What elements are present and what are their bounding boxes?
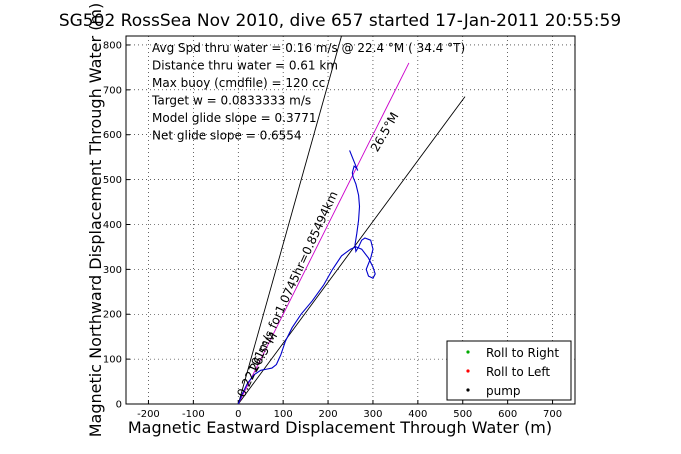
legend-marker: [466, 369, 470, 373]
series-line: [237, 150, 376, 404]
y-tick-label: 100: [103, 355, 122, 366]
axis-ticks: -200 -100 0 100 200 300 400 500 600 700 0 100 200 300…: [103, 40, 562, 420]
y-tick-label: 0: [116, 400, 122, 411]
x-tick-label: 200: [319, 409, 338, 420]
info-line: Max buoy (cmdfile) = 120 cc: [152, 76, 325, 90]
info-line: Model glide slope = 0.3771: [152, 111, 317, 125]
x-tick-label: 500: [453, 409, 472, 420]
series-line: [237, 36, 342, 404]
y-tick-label: 300: [103, 265, 122, 276]
legend-marker: [466, 388, 470, 392]
info-line: Target w = 0.0833333 m/s: [151, 94, 311, 108]
y-tick-label: 500: [103, 175, 122, 186]
x-tick-label: -100: [182, 409, 205, 420]
y-tick-label: 400: [103, 220, 122, 231]
legend-label: Roll to Left: [486, 365, 550, 379]
info-text-block: Avg Spd thru water = 0.16 m/s @ 22.4 °M …: [151, 41, 465, 143]
legend: Roll to Right Roll to Left pump: [446, 340, 572, 401]
x-tick-label: 0: [235, 409, 241, 420]
y-tick-label: 600: [103, 130, 122, 141]
series-line: [237, 62, 410, 404]
chart-title: SG502 RossSea Nov 2010, dive 657 started…: [59, 11, 621, 31]
chart-annotation: 26.5°M: [247, 330, 281, 374]
x-tick-label: 700: [543, 409, 562, 420]
annotations-layer: 0.22101m/s for1.0745hr=0.85494km26.5°M26…: [234, 110, 401, 399]
series-layer: [237, 36, 466, 404]
x-tick-label: 400: [408, 409, 427, 420]
x-tick-label: 300: [363, 409, 382, 420]
info-line: Net glide slope = 0.6554: [152, 129, 302, 143]
legend-label: Roll to Right: [486, 346, 559, 360]
legend-label: pump: [486, 384, 521, 398]
legend-marker: [466, 350, 470, 354]
series-line: [237, 96, 466, 404]
x-axis-label: Magnetic Eastward Displacement Through W…: [128, 418, 552, 437]
y-axis-label: Magnetic Northward Displacement Through …: [86, 3, 105, 438]
info-line: Avg Spd thru water = 0.16 m/s @ 22.4 °M …: [152, 41, 465, 55]
y-tick-label: 800: [103, 40, 122, 51]
y-tick-label: 700: [103, 85, 122, 96]
plot-frame: [125, 35, 576, 405]
info-line: Distance thru water = 0.61 km: [152, 59, 338, 73]
x-tick-label: 600: [498, 409, 517, 420]
x-tick-label: 100: [274, 409, 293, 420]
y-tick-label: 200: [103, 310, 122, 321]
x-tick-label: -200: [137, 409, 160, 420]
